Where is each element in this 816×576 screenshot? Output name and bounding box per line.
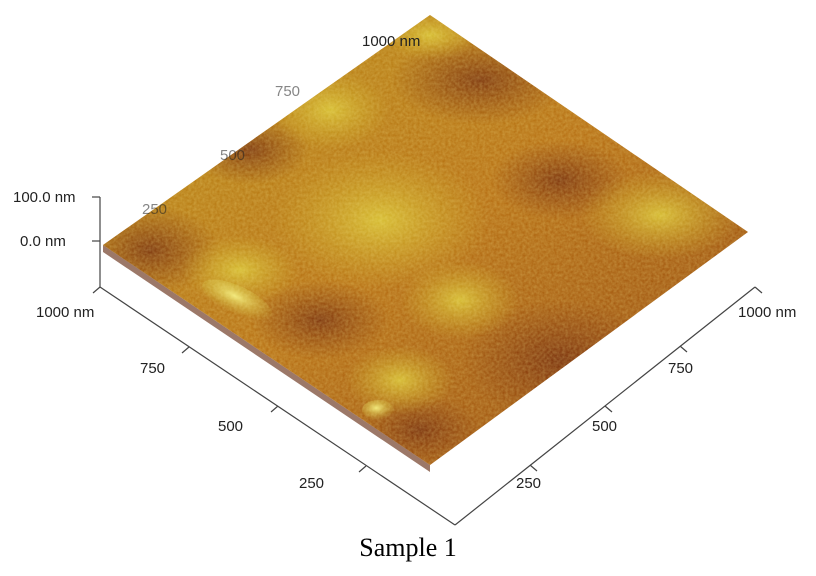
left-axis-label-500: 500 <box>218 418 243 435</box>
z-axis-bottom-label: 0.0 nm <box>20 233 66 250</box>
back-axis-labels: 1000 nm 750 500 250 <box>142 33 420 218</box>
back-axis-label-750: 750 <box>275 83 300 100</box>
axes <box>92 196 763 526</box>
figure-caption: Sample 1 <box>359 533 457 562</box>
left-axis-label-1000: 1000 nm <box>36 304 94 321</box>
back-axis-label-250: 250 <box>142 201 167 218</box>
right-axis-label-500: 500 <box>592 418 617 435</box>
left-axis-label-750: 750 <box>140 360 165 377</box>
right-axis-label-250: 250 <box>516 475 541 492</box>
surface-side-shadow <box>103 245 430 472</box>
right-axis-label-1000: 1000 nm <box>738 304 796 321</box>
right-axis-label-750: 750 <box>668 360 693 377</box>
back-axis-label-1000: 1000 nm <box>362 33 420 50</box>
right-axis-labels: 1000 nm 750 500 250 <box>516 304 796 492</box>
back-axis-label-500: 500 <box>220 147 245 164</box>
left-axis-labels: 1000 nm 750 500 250 <box>36 304 324 492</box>
surface <box>103 15 748 472</box>
z-axis-top-label: 100.0 nm <box>13 189 76 206</box>
left-axis-label-250: 250 <box>299 475 324 492</box>
